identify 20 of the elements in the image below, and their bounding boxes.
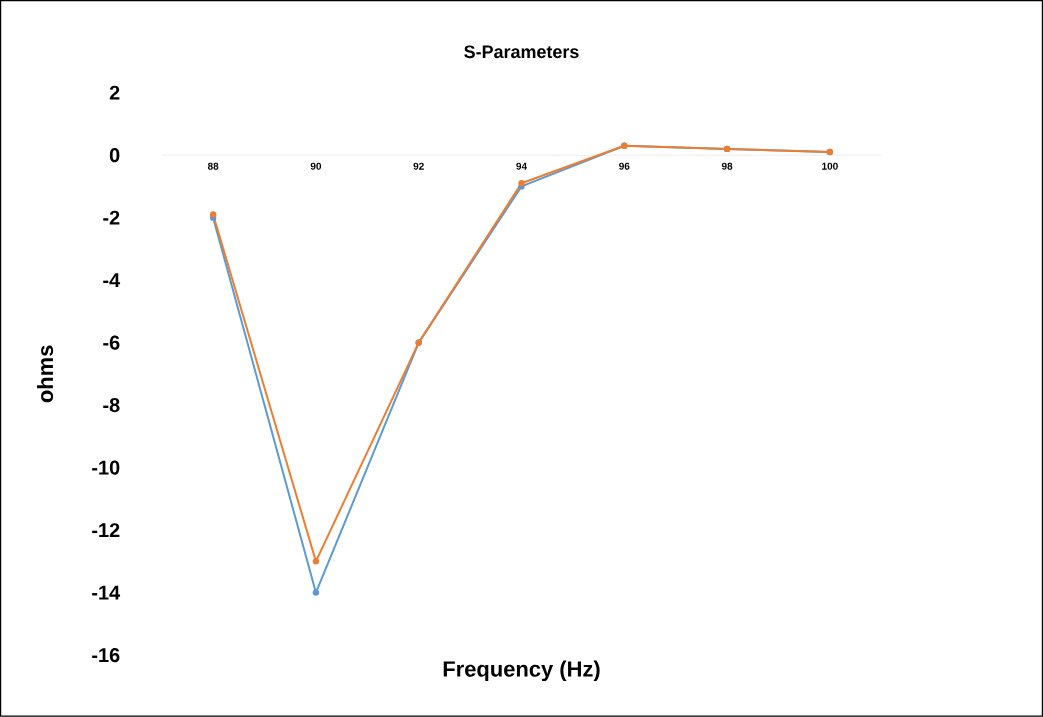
x-tick-label: 94 (516, 162, 527, 170)
y-axis-title: ohms (37, 345, 54, 403)
x-axis-title: Frequency (Hz) (443, 660, 600, 682)
x-tick-label: 90 (310, 162, 322, 170)
x-tick-label: 92 (413, 162, 424, 170)
chart-title: S-Parameters (464, 45, 579, 59)
x-tick-label: 96 (619, 162, 630, 170)
y-tick-label: -10 (92, 460, 120, 475)
y-tick-label: -2 (103, 210, 120, 225)
y-tick-label: -4 (103, 273, 121, 288)
y-tick-label: -6 (103, 335, 120, 350)
y-tick-label: -14 (92, 585, 121, 600)
y-tick-label: -16 (92, 648, 120, 663)
x-tick-label: 88 (207, 162, 219, 170)
y-tick-label: -12 (92, 523, 120, 538)
y-tick-label: -8 (103, 398, 120, 413)
x-tick-label: 100 (822, 162, 838, 170)
x-tick-label: 98 (721, 162, 733, 170)
y-tick-label: 0 (109, 148, 120, 163)
y-tick-label: 2 (109, 85, 120, 100)
